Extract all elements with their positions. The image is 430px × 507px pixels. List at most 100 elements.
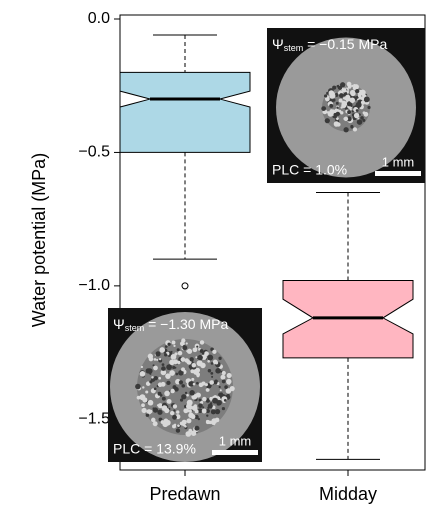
vessel — [173, 409, 176, 412]
vessel — [338, 98, 343, 103]
vessel — [157, 409, 163, 415]
vessel — [210, 371, 214, 375]
vessel — [152, 364, 155, 367]
vessel — [333, 114, 337, 119]
vessel — [149, 380, 153, 384]
vessel — [202, 406, 205, 409]
vessel — [181, 384, 186, 388]
vessel — [352, 85, 358, 91]
vessel — [360, 116, 364, 120]
vessel — [184, 391, 188, 395]
vessel — [181, 367, 185, 372]
vessel — [198, 403, 203, 408]
vessel — [172, 404, 178, 409]
vessel — [335, 111, 340, 117]
vessel — [197, 417, 201, 421]
vessel — [161, 405, 168, 411]
vessel — [197, 354, 203, 361]
y-axis-label: Water potential (MPa) — [29, 153, 49, 327]
vessel — [193, 368, 200, 375]
vessel — [153, 387, 157, 391]
vessel — [205, 398, 211, 403]
vessel — [341, 100, 347, 106]
vessel — [161, 366, 166, 371]
vessel — [346, 116, 352, 122]
y-tick-label: −1.0 — [78, 277, 110, 294]
vessel — [201, 408, 207, 414]
vessel — [221, 406, 226, 411]
vessel — [163, 418, 169, 423]
vessel — [172, 424, 177, 429]
inset-label-symbol: Ψ — [113, 316, 125, 332]
vessel — [212, 396, 215, 399]
vessel — [197, 408, 203, 414]
vessel — [219, 389, 222, 392]
vessel — [185, 342, 188, 345]
vessel — [360, 100, 366, 105]
vessel — [216, 402, 220, 406]
vessel — [177, 424, 180, 427]
vessel — [145, 413, 150, 417]
vessel — [328, 90, 335, 96]
vessel — [180, 357, 186, 362]
vessel — [332, 85, 337, 90]
vessel — [157, 403, 163, 409]
inset: Ψstem = −1.30 MPa PLC = 13.9% 1 mm — [108, 308, 262, 462]
vessel — [149, 372, 152, 375]
vessel — [200, 362, 206, 369]
vessel — [214, 408, 221, 415]
vessel — [136, 395, 141, 400]
vessel — [192, 382, 196, 386]
vessel — [165, 373, 171, 379]
vessel — [173, 359, 179, 365]
vessel — [223, 399, 227, 402]
vessel — [161, 396, 166, 401]
inset: Ψstem = −0.15 MPa PLC = 1.0% 1 mm — [267, 28, 425, 183]
vessel — [157, 391, 162, 396]
vessel — [207, 359, 210, 363]
scale-bar-label: 1 mm — [382, 154, 415, 169]
vessel — [204, 383, 208, 387]
vessel — [362, 118, 366, 122]
vessel — [142, 386, 145, 389]
vessel — [153, 365, 158, 371]
vessel — [178, 370, 184, 376]
vessel — [182, 344, 186, 348]
vessel — [221, 370, 226, 376]
vessel — [145, 381, 151, 386]
vessel — [212, 397, 218, 404]
box — [119, 71, 251, 153]
vessel — [215, 368, 221, 374]
vessel — [212, 349, 217, 354]
vessel — [335, 101, 339, 105]
vessel — [169, 359, 175, 366]
vessel — [199, 400, 204, 405]
vessel — [355, 109, 359, 112]
vessel — [167, 342, 171, 346]
vessel — [210, 409, 216, 415]
vessel — [194, 425, 200, 431]
vessel — [218, 356, 222, 360]
vessel — [166, 380, 171, 386]
vessel — [162, 421, 169, 428]
vessel — [156, 358, 159, 361]
inset-label-subscript: stem — [284, 43, 304, 53]
outlier — [181, 282, 189, 290]
vessel — [135, 383, 141, 390]
vessel — [188, 381, 194, 387]
vessel — [185, 431, 192, 437]
vessel — [224, 385, 228, 389]
vessel — [169, 370, 175, 376]
vessel — [166, 364, 173, 371]
vessel — [329, 109, 334, 114]
vessel — [355, 89, 360, 94]
vessel — [161, 363, 165, 366]
vessel — [361, 92, 366, 97]
vessel — [176, 348, 180, 352]
vessel — [210, 362, 214, 365]
vessel — [214, 361, 219, 365]
vessel — [171, 340, 176, 345]
vessel — [141, 403, 145, 408]
vessel — [140, 365, 144, 369]
vessel — [186, 403, 192, 410]
